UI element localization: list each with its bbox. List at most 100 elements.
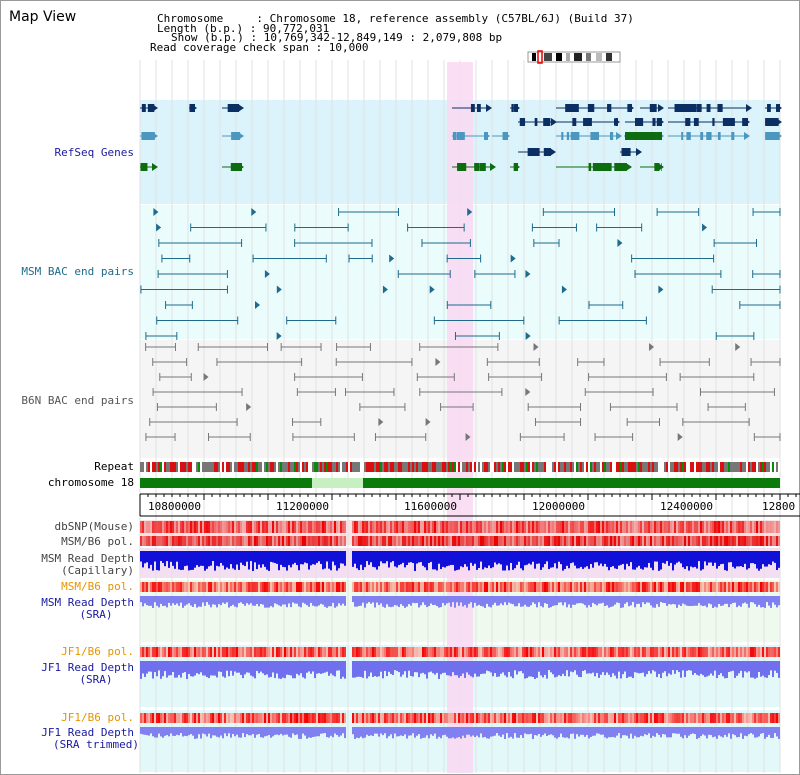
jf1-sra-depth-bar [436,661,438,673]
repeat-block [472,462,474,472]
jf1-b6-pol2-heat [154,713,156,723]
msm-b6-pol2-heat [568,582,570,592]
repeat-block [536,462,538,472]
repeat-block [506,462,508,472]
jf1-b6-pol-heat [670,647,672,657]
msm-b6-pol2-heat [662,582,664,592]
msm-b6-pol2-heat [638,582,640,592]
jf1-b6-pol2-heat [616,713,618,723]
jf1-b6-pol-heat [140,647,142,657]
repeat-block [752,462,754,472]
jf1-trim-depth-bar [170,727,172,734]
jf1-b6-pol-heat [340,647,342,657]
msm-b6-pol2-heat [148,582,150,592]
msm-b6-pol2-heat [490,582,492,592]
msm-sra-depth-bar [536,596,538,608]
track-label-jf1-b6-pol-1[interactable]: JF1/B6 pol. [61,645,134,658]
jf1-sra-depth-bar [144,661,146,677]
msm-b6-pol-heat [468,536,470,546]
jf1-b6-pol-heat [584,647,586,657]
jf1-trim-depth-bar [630,727,632,734]
jf1-trim-depth-bar [432,727,434,736]
msm-cap-depth-bar [690,551,692,567]
track-label-msm-b6-pol-1[interactable]: MSM/B6 pol. [61,535,134,548]
track-label-refseq[interactable]: RefSeq Genes [54,146,134,159]
msm-cap-depth-bar [650,551,652,568]
repeat-block [290,462,292,472]
track-label-b6n-bac[interactable]: B6N BAC end pairs [21,394,134,407]
msm-b6-pol-heat [368,536,370,546]
track-features[interactable] [140,104,782,739]
repeat-block [192,462,194,472]
msm-sra-depth-bar [698,596,700,604]
chromosome-ideogram[interactable] [139,50,800,517]
track-label-jf1-b6-pol-2[interactable]: JF1/B6 pol. [61,711,134,724]
jf1-trim-depth-bar [266,727,268,736]
dbsnp-heat [770,521,772,533]
msm-cap-depth-bar [632,551,634,570]
jf1-trim-depth-bar [178,727,180,736]
jf1-b6-pol-heat [494,647,496,657]
jf1-sra-depth-bar [426,661,428,679]
jf1-trim-depth-bar [698,727,700,738]
msm-sra-depth-bar [430,596,432,604]
jf1-b6-pol-heat [492,647,494,657]
msm-sra-depth-bar [692,596,694,606]
msm-b6-pol-heat [332,536,334,546]
msm-sra-depth-bar [254,596,256,606]
msm-sra-depth-bar [186,596,188,605]
dbsnp-heat [426,521,428,533]
msm-b6-pol2-heat [298,582,300,592]
jf1-sra-depth-bar [290,661,292,676]
jf1-trim-depth-bar [692,727,694,734]
jf1-b6-pol2-heat [368,713,370,723]
track-label-msm-b6-pol-2[interactable]: MSM/B6 pol. [61,580,134,593]
repeat-block [596,462,598,472]
jf1-b6-pol-heat [680,647,682,657]
repeat-block [360,462,362,472]
jf1-sra-depth-bar [736,661,738,676]
track-label-msm-depth-sra[interactable]: MSM Read Depth [41,596,134,609]
msm-b6-pol2-heat [180,582,182,592]
track-label-jf1-depth-sra[interactable]: JF1 Read Depth [41,661,134,674]
dbsnp-heat [204,521,206,533]
jf1-trim-depth-bar [358,727,360,739]
msm-cap-depth-bar [490,551,492,569]
jf1-b6-pol2-heat [668,713,670,723]
msm-b6-pol2-heat [760,582,762,592]
dbsnp-heat [434,521,436,533]
jf1-b6-pol2-heat [320,713,322,723]
msm-b6-pol2-heat [352,582,354,592]
jf1-b6-pol2-heat [192,713,194,723]
jf1-b6-pol-heat [576,647,578,657]
msm-cap-depth-bar [334,551,336,566]
jf1-b6-pol-heat [436,647,438,657]
msm-b6-pol-heat [202,536,204,546]
msm-b6-pol-heat [410,536,412,546]
msm-cap-depth-bar [386,551,388,562]
track-label-jf1-depth-trim[interactable]: JF1 Read Depth [41,726,134,739]
msm-cap-depth-bar [642,551,644,570]
msm-b6-pol2-heat [242,582,244,592]
jf1-b6-pol-heat [402,647,404,657]
msm-sra-depth-bar [592,596,594,603]
jf1-b6-pol-heat [716,647,718,657]
track-label-msm-bac[interactable]: MSM BAC end pairs [21,265,134,278]
jf1-sra-depth-bar [568,661,570,677]
jf1-b6-pol2-heat [492,713,494,723]
msm-cap-depth-bar [400,551,402,565]
track-label-dbsnp[interactable]: dbSNP(Mouse) [54,520,134,533]
repeat-block [608,462,610,472]
repeat-block [388,462,390,472]
msm-b6-pol-heat [548,536,550,546]
track-label-msm-depth-cap[interactable]: MSM Read Depth [41,552,134,565]
track-label-repeat[interactable]: Repeat [94,460,134,473]
jf1-b6-pol2-heat [330,713,332,723]
jf1-b6-pol-heat [750,647,752,657]
jf1-b6-pol2-heat [672,713,674,723]
repeat-block [740,462,742,472]
dbsnp-heat [264,521,266,533]
refseq-gene-exon [583,118,590,126]
msm-b6-pol-heat [774,536,776,546]
